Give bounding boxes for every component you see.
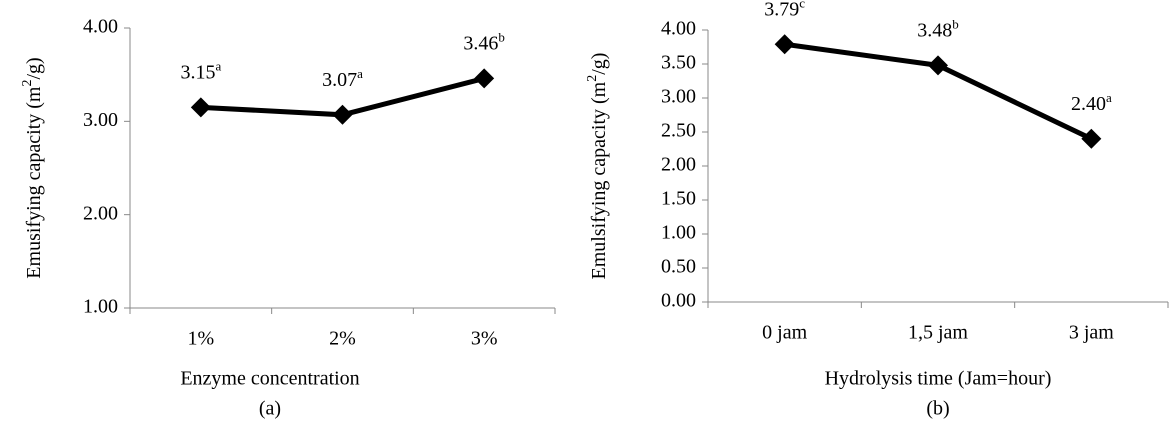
data-label: 3.07a	[322, 66, 363, 91]
y-axis-label: Emulsifying capacity (m2/g)	[585, 53, 609, 280]
significance-letter: a	[357, 66, 363, 81]
value-label: 3.46	[463, 32, 498, 54]
value-label: 3.15	[180, 61, 215, 83]
data-label: 3.48b	[917, 16, 959, 41]
marker	[190, 97, 211, 118]
data-label: 3.79c	[764, 0, 805, 20]
value-label: 2.40	[1071, 92, 1106, 114]
value-label: 3.07	[322, 68, 357, 90]
caption: (b)	[926, 398, 949, 420]
y-axis-label-part: Emusifying capacity (m	[23, 86, 45, 279]
y-axis-label-part: /g)	[23, 57, 45, 79]
value-label: 3.79	[764, 0, 799, 20]
significance-letter: a	[1106, 90, 1112, 105]
value-label: 3.48	[917, 19, 952, 41]
y-axis-label-part: Emulsifying capacity (m	[588, 81, 610, 279]
y-axis-label-part: /g)	[588, 53, 610, 75]
y-tick-label: 4.00	[83, 16, 118, 38]
x-tick-label: 1%	[187, 328, 214, 350]
marker	[774, 34, 795, 55]
y-tick-label: 3.00	[83, 109, 118, 131]
data-label: 3.46b	[463, 29, 504, 54]
y-tick-label: 2.50	[661, 120, 696, 142]
y-tick-label: 3.50	[661, 52, 696, 74]
data-label: 2.40a	[1071, 90, 1112, 115]
y-axis-label-sup: 2	[585, 75, 600, 82]
data-label: 3.15a	[180, 58, 221, 83]
x-tick-label: 3 jam	[1069, 322, 1114, 344]
caption: (a)	[259, 398, 281, 420]
marker	[332, 104, 353, 125]
x-tick-label: 0 jam	[762, 322, 807, 344]
y-tick-label: 0.00	[661, 290, 696, 312]
y-tick-label: 1.50	[661, 188, 696, 210]
y-axis-label: Emusifying capacity (m2/g)	[20, 57, 44, 278]
significance-letter: b	[952, 16, 959, 31]
x-tick-label: 3%	[471, 328, 498, 350]
marker	[928, 55, 948, 76]
marker	[474, 68, 495, 89]
significance-letter: b	[498, 29, 505, 44]
y-tick-label: 2.00	[83, 202, 118, 224]
x-tick-label: 1,5 jam	[908, 322, 968, 344]
x-axis-label: Enzyme concentration	[180, 368, 359, 390]
significance-letter: c	[799, 0, 805, 10]
y-tick-label: 1.00	[83, 296, 118, 318]
significance-letter: a	[215, 58, 221, 73]
y-axis-label-sup: 2	[20, 80, 35, 87]
y-tick-label: 0.50	[661, 256, 696, 278]
y-tick-label: 4.00	[661, 18, 696, 40]
x-tick-label: 2%	[329, 328, 356, 350]
marker	[1081, 128, 1102, 149]
y-tick-label: 1.00	[661, 222, 696, 244]
y-tick-label: 2.00	[661, 154, 696, 176]
y-tick-label: 3.00	[661, 86, 696, 108]
x-axis-label: Hydrolysis time (Jam=hour)	[825, 368, 1052, 390]
